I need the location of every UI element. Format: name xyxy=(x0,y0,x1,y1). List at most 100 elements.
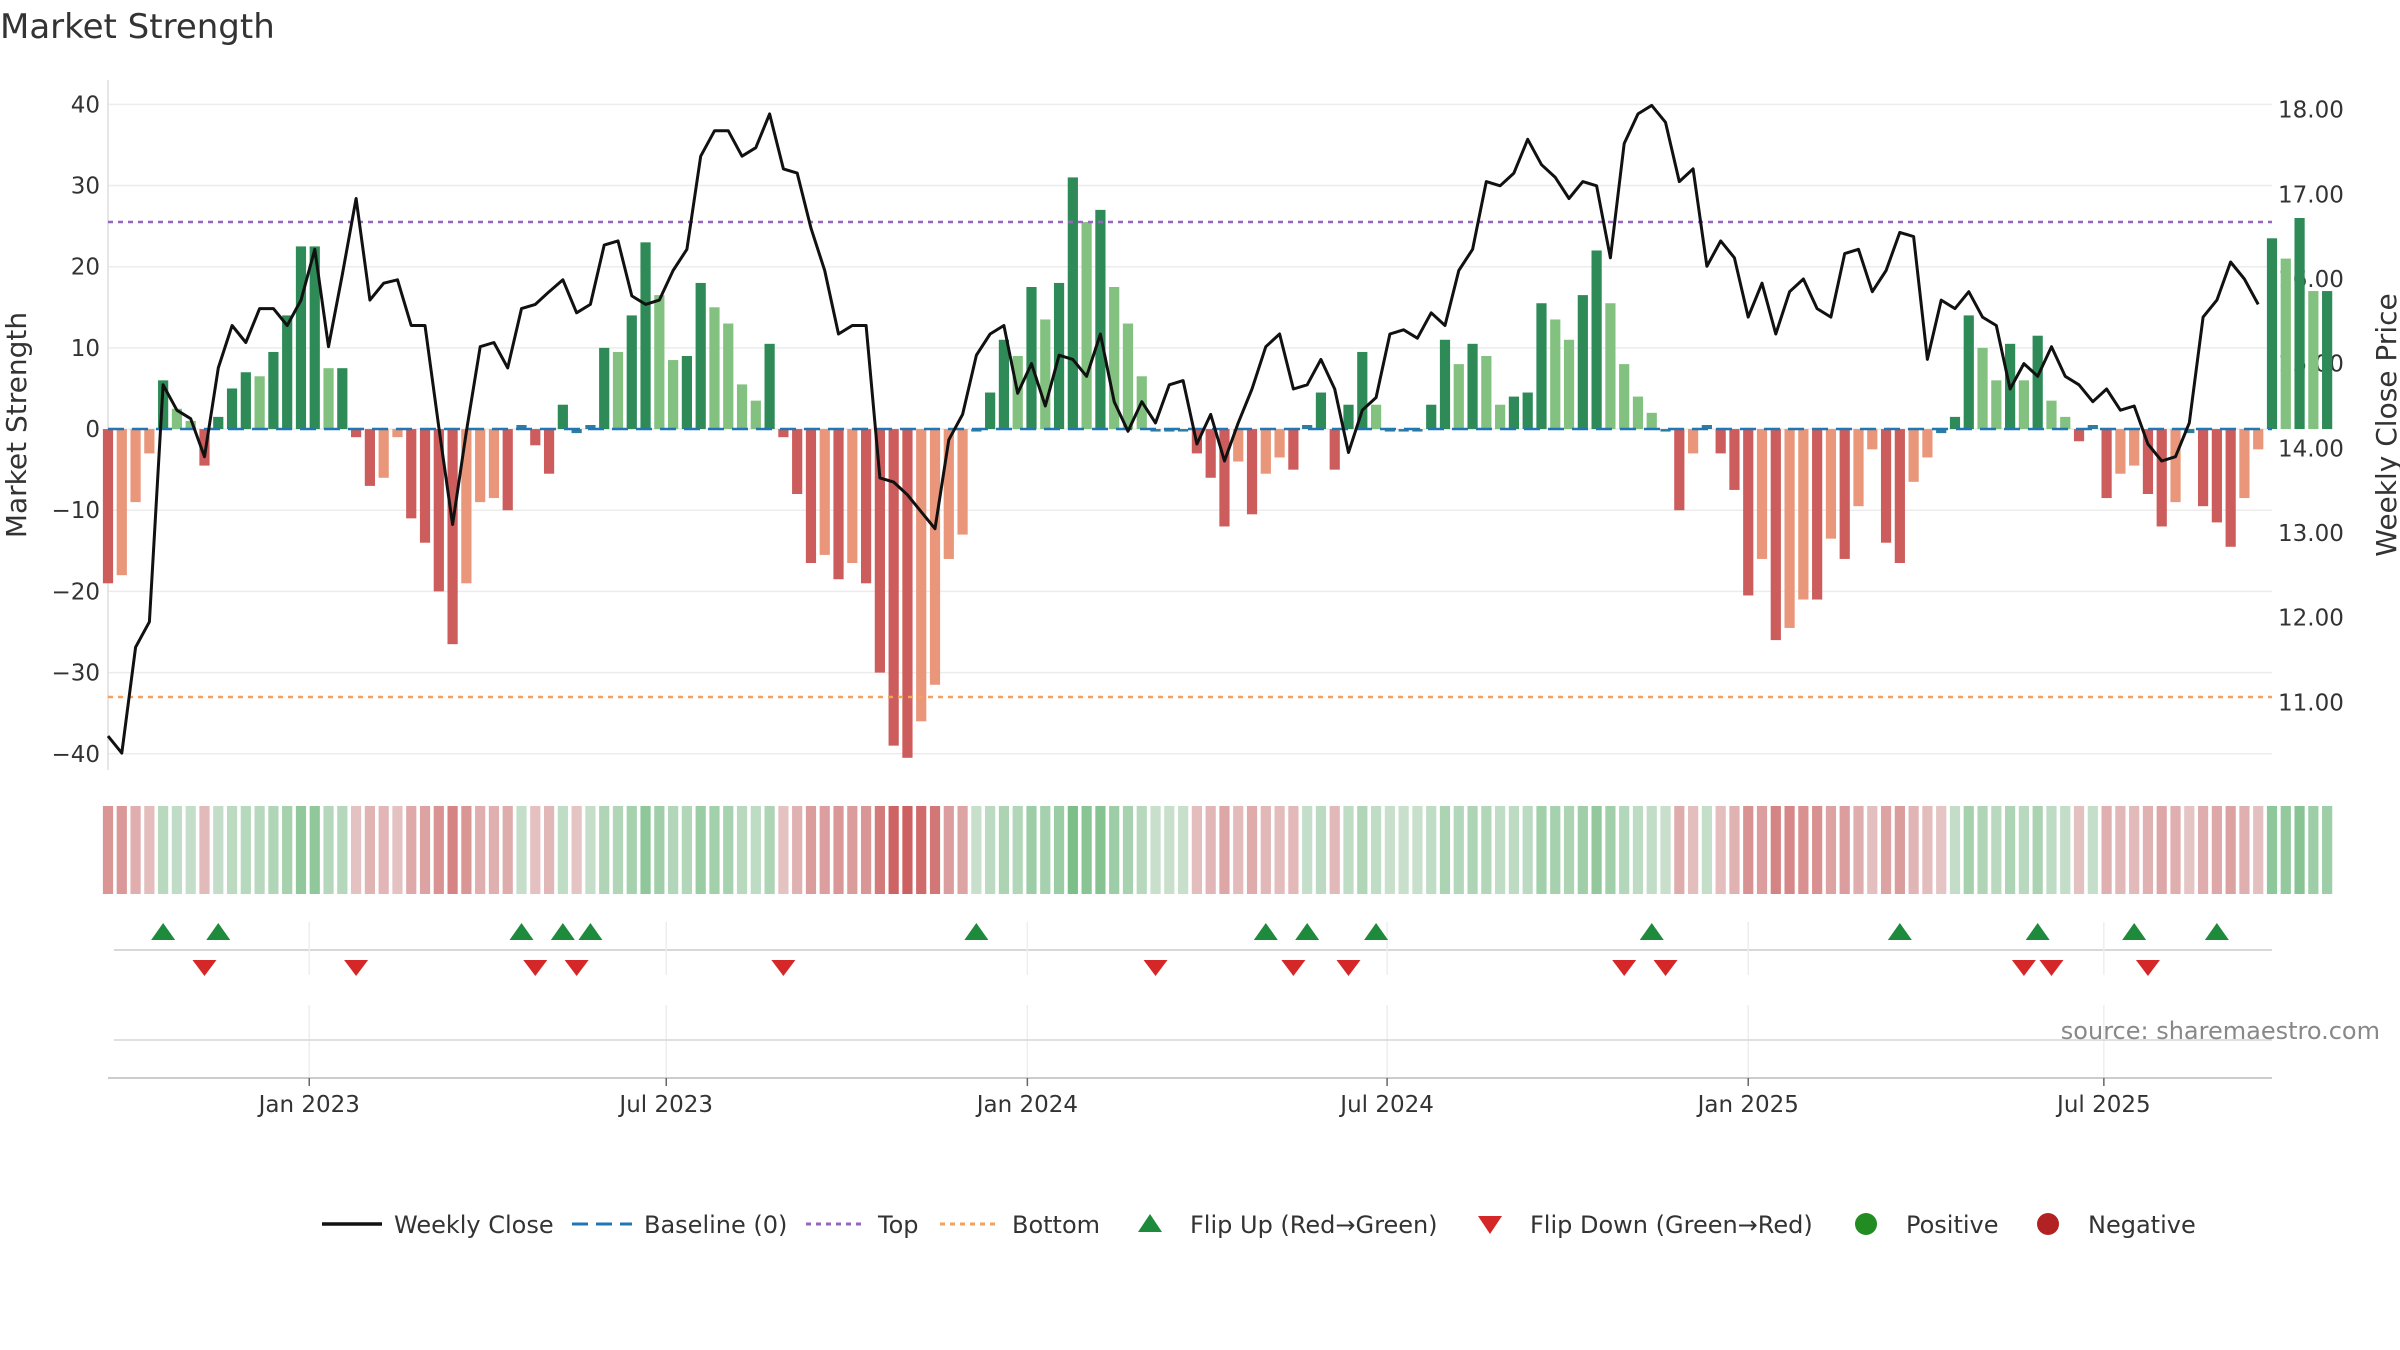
strength-bar xyxy=(1150,429,1161,432)
heat-cell xyxy=(1164,806,1175,894)
strength-bar xyxy=(185,420,196,430)
strength-bar xyxy=(709,307,720,430)
strength-bar xyxy=(1936,429,1947,434)
heat-cell xyxy=(1219,806,1230,894)
heat-cell xyxy=(971,806,982,894)
heat-cell xyxy=(888,806,899,894)
strength-bar xyxy=(488,429,500,499)
legend-swatch xyxy=(2037,1213,2059,1235)
heat-cell xyxy=(351,806,362,894)
flip-down-marker xyxy=(1336,960,1361,976)
heat-cell xyxy=(1191,806,1202,894)
flip-up-marker xyxy=(1253,923,1278,940)
heat-cell xyxy=(2170,806,2181,894)
strength-bar xyxy=(1453,364,1464,430)
heat-cell xyxy=(723,806,734,894)
heat-cell xyxy=(1991,806,2002,894)
strength-bar xyxy=(282,315,293,430)
strength-bar xyxy=(2197,429,2209,507)
strength-bar xyxy=(1508,396,1520,430)
flip-up-marker xyxy=(1639,923,1664,940)
strength-bar xyxy=(144,429,155,454)
legend-label: Negative xyxy=(2088,1211,2196,1239)
left-tick-label: 30 xyxy=(71,174,100,200)
strength-bar xyxy=(2060,416,2071,430)
flip-down-marker xyxy=(2135,960,2160,976)
heat-cell xyxy=(626,806,637,894)
flip-up-marker xyxy=(2204,923,2229,940)
heat-cell xyxy=(2266,806,2278,894)
heat-cell xyxy=(860,806,872,894)
strength-bar xyxy=(1357,351,1368,430)
heat-cell xyxy=(2280,806,2291,894)
strength-bar xyxy=(1439,339,1451,430)
heat-cell xyxy=(2032,806,2043,894)
heat-cell xyxy=(2046,806,2057,894)
strength-bar xyxy=(1688,429,1699,454)
strength-bar xyxy=(723,323,734,430)
strength-bar xyxy=(1274,429,1285,458)
legend-label: Baseline (0) xyxy=(644,1211,787,1239)
heat-cell xyxy=(1343,806,1354,894)
strength-bar xyxy=(2239,429,2250,499)
heat-cell xyxy=(1426,806,1437,894)
strength-bar xyxy=(1632,396,1644,430)
strength-bar xyxy=(792,429,803,494)
heat-cell xyxy=(323,806,334,894)
strength-bar xyxy=(447,429,458,645)
heat-cell xyxy=(1095,806,1106,894)
bottom-panel: Jan 2023 Jul 2023 Jan 2024 Jul 2024 Jan 2025… xyxy=(108,1005,2272,1118)
heat-cell xyxy=(612,806,624,894)
heat-cell xyxy=(1302,806,1313,894)
heat-cell xyxy=(778,806,789,894)
strength-bar xyxy=(1908,429,1919,482)
strength-bar xyxy=(957,429,968,535)
strength-bar xyxy=(860,429,872,584)
strength-bar xyxy=(1178,429,1189,432)
left-tick-label: 0 xyxy=(85,417,100,443)
strength-bar xyxy=(1894,429,1905,563)
strength-bar xyxy=(351,429,362,438)
heat-cell xyxy=(1729,806,1740,894)
legend-label: Positive xyxy=(1906,1211,1999,1239)
strength-bar xyxy=(1949,416,1961,430)
heat-cell xyxy=(1412,806,1423,894)
main-panel: 403020100−10−20−30−4018.0017.0016.0015.0… xyxy=(0,80,2400,770)
heat-cell xyxy=(1357,806,1368,894)
heat-cell xyxy=(2294,806,2305,894)
heat-cell xyxy=(1894,806,1905,894)
strength-bar xyxy=(2087,425,2098,430)
heat-cell xyxy=(668,806,679,894)
strength-bar xyxy=(695,282,706,430)
strength-bar xyxy=(1536,303,1547,430)
flip-down-marker xyxy=(2011,960,2036,976)
heat-cell xyxy=(406,806,417,894)
strength-bar xyxy=(502,429,513,511)
heat-cell xyxy=(1481,806,1492,894)
heat-cell xyxy=(1839,806,1850,894)
strength-bar xyxy=(612,351,624,430)
heat-cell xyxy=(1922,806,1933,894)
strength-bar xyxy=(1770,429,1781,641)
strength-bar xyxy=(433,429,444,592)
strength-bar xyxy=(2156,429,2167,527)
heat-cell xyxy=(1936,806,1947,894)
strength-bar xyxy=(1219,429,1230,527)
strength-bar xyxy=(888,429,899,746)
strength-bar xyxy=(1963,315,1974,430)
heat-cell xyxy=(2197,806,2209,894)
strength-bar xyxy=(1853,429,1864,507)
strength-bar xyxy=(171,408,183,430)
heat-cell xyxy=(461,806,472,894)
legend-item-negative: Negative xyxy=(2037,1211,2196,1239)
strength-bar xyxy=(1481,356,1492,430)
strength-bar xyxy=(2308,291,2319,430)
strength-bar xyxy=(668,360,679,430)
heat-cell xyxy=(433,806,444,894)
heat-cell xyxy=(337,806,348,894)
heat-cell xyxy=(957,806,968,894)
strength-bar xyxy=(1825,429,1837,539)
heat-cell xyxy=(998,806,1010,894)
heat-cell xyxy=(833,806,844,894)
heat-cell xyxy=(295,806,307,894)
